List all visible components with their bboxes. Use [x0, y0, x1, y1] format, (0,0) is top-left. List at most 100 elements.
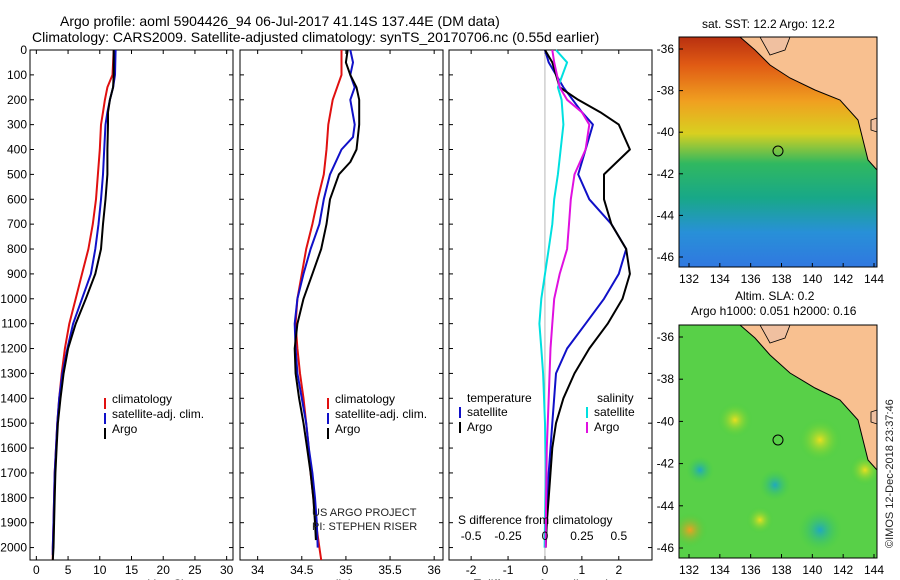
map-lat-tick: -46: [657, 250, 675, 264]
credit-pi: PI: STEPHEN RISER: [312, 521, 417, 533]
x-tick-label: 1: [579, 563, 586, 577]
x-axis-label: temperature (deg C): [77, 577, 185, 580]
map-lon-tick: 136: [741, 563, 761, 577]
salinity-panel-frame: [239, 49, 444, 561]
difference-legend: temperature satellite Argo salinity sate…: [459, 391, 635, 434]
imos-timestamp: ©IMOS 12-Dec-2018 23:37:46: [884, 399, 896, 548]
y-tick-label: 1900: [0, 516, 27, 530]
x-tick-label: 20: [157, 563, 171, 577]
y-tick-label: 700: [7, 217, 27, 231]
map-lon-tick: 136: [741, 272, 761, 286]
x-tick-label: 0: [33, 563, 40, 577]
y-tick-label: 1000: [0, 292, 27, 306]
map-lat-tick: -36: [657, 42, 675, 56]
x-tick-label: 34.5: [290, 563, 314, 577]
legend-temp-satellite-label: satellite: [467, 405, 508, 419]
top-tick-label: 0: [542, 529, 549, 543]
legend-argo-label: Argo: [112, 422, 138, 436]
x-tick-label: 10: [93, 563, 107, 577]
x-tick-label: 15: [125, 563, 139, 577]
series-temperature-argo-line: [544, 49, 631, 548]
map-lon-tick: 138: [771, 272, 791, 286]
map-lon-tick: 132: [679, 563, 699, 577]
legend-satellite-label: satellite-adj. clim.: [335, 407, 427, 421]
y-tick-label: 1800: [0, 491, 27, 505]
sla-map-frame: [678, 324, 878, 559]
x-tick-label: 2: [615, 563, 622, 577]
figure-title-line2: Climatology: CARS2009. Satellite-adjuste…: [32, 29, 599, 45]
credit-project: US ARGO PROJECT: [312, 507, 417, 519]
top-tick-label: -0.25: [494, 529, 522, 543]
map-lat-tick: -42: [657, 457, 675, 471]
x-axis-label: salinity: [323, 577, 360, 580]
y-tick-label: 100: [7, 68, 27, 82]
map-lon-tick: 142: [833, 272, 853, 286]
temperature-panel-frame: [29, 49, 234, 561]
y-tick-label: 2000: [0, 541, 27, 555]
difference-panel: -2 -1 0 1 2T difference from climatology: [449, 49, 652, 580]
x-tick-label: 30: [220, 563, 234, 577]
salinity-legend: climatology satellite-adj. clim. Argo: [327, 392, 427, 439]
map-lat-tick: -44: [657, 208, 675, 222]
kangaroo-island: [759, 37, 791, 56]
top-tick-label: -0.5: [461, 529, 482, 543]
difference-top-axis-label: S difference from climatology: [458, 513, 613, 527]
x-tick-label: 36: [427, 563, 441, 577]
y-tick-label: 1500: [0, 416, 27, 430]
y-tick-label: 1300: [0, 366, 27, 380]
y-tick-label: 1200: [0, 342, 27, 356]
sla-info-line2: Argo h1000: 0.051 h2000: 0.16: [691, 304, 857, 318]
y-tick-label: 900: [7, 267, 27, 281]
y-tick-label: 600: [7, 192, 27, 206]
difference-panel-frame: [448, 49, 653, 561]
sst-map-title: sat. SST: 12.2 Argo: 12.2: [702, 17, 835, 31]
king-island: [870, 409, 877, 425]
temperature-panel: 0 5 10 15 20 25 30 temperature (deg C) 0 100 200 30…: [0, 43, 233, 580]
x-tick-label: 0: [542, 563, 549, 577]
map-lon-tick: 134: [710, 563, 730, 577]
x-axis-label: T difference from climatology: [474, 577, 628, 580]
map-lon-tick: 138: [771, 563, 791, 577]
y-tick-label: 200: [7, 93, 27, 107]
map-lat-tick: -40: [657, 125, 675, 139]
temperature-legend: climatology satellite-adj. clim. Argo: [104, 392, 204, 439]
series-satellite-adj-clim-line: [293, 49, 356, 548]
sst-map: [679, 37, 877, 267]
legend-temp-argo-label: Argo: [467, 420, 493, 434]
y-tick-label: 500: [7, 167, 27, 181]
map-lon-tick: 132: [679, 272, 699, 286]
legend-climatology-label: climatology: [112, 392, 172, 406]
series-salinity-argo-line: [544, 49, 591, 548]
legend-argo-label: Argo: [335, 422, 361, 436]
difference-top-ticks: -0.5 -0.25 0 0.25 0.5: [461, 529, 628, 543]
map-lon-tick: 144: [864, 272, 884, 286]
salinity-panel: 34 34.5 35 35.5 36 salinity: [240, 49, 443, 580]
legend-sal-satellite-label: satellite: [594, 405, 635, 419]
map-lat-tick: -44: [657, 499, 675, 513]
x-tick-label: 35: [339, 563, 353, 577]
argo-float-marker: [772, 434, 784, 446]
map-lon-tick: 144: [864, 563, 884, 577]
y-tick-label: 0: [20, 43, 27, 57]
series-temperature-satellite-line: [544, 49, 628, 548]
australia-land: [739, 325, 877, 471]
map-lat-tick: -46: [657, 541, 675, 555]
map-lat-tick: -42: [657, 167, 675, 181]
x-tick-label: 35.5: [378, 563, 402, 577]
map-lon-tick: 140: [802, 272, 822, 286]
x-tick-label: -1: [503, 563, 514, 577]
king-island: [870, 117, 877, 133]
x-tick-label: 34: [251, 563, 265, 577]
sla-map: [679, 325, 877, 558]
top-tick-label: 0.25: [570, 529, 594, 543]
map-lon-tick: 134: [710, 272, 730, 286]
x-tick-label: 5: [65, 563, 72, 577]
kangaroo-island: [759, 325, 791, 344]
sla-info-line1: Altim. SLA: 0.2: [735, 289, 815, 303]
series-argo-line: [293, 49, 361, 541]
top-tick-label: 0.5: [610, 529, 627, 543]
map-lat-tick: -36: [657, 330, 675, 344]
y-tick-label: 800: [7, 242, 27, 256]
series-salinity-satellite-line: [538, 49, 569, 548]
